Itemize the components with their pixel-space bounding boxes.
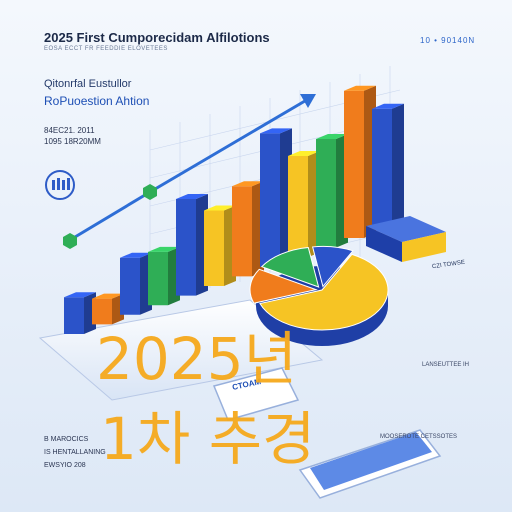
bar-front	[372, 108, 392, 229]
header-code: 10 • 90140N	[420, 36, 476, 45]
heading-line-2: RoPuoestion Ahtion	[44, 94, 150, 108]
block-left	[366, 226, 402, 262]
bar	[372, 103, 404, 229]
bar-front	[176, 199, 196, 296]
date-line-2: 1095 18R20MM	[44, 137, 101, 146]
bar	[260, 128, 292, 267]
bar-front	[92, 298, 112, 325]
bar-top	[204, 205, 236, 211]
block-right	[402, 232, 446, 262]
page-title: 2025 First Cumporecidam Alfilotions	[44, 30, 270, 45]
bar	[344, 85, 376, 238]
date-line-1: 84EC21. 2011	[44, 126, 95, 135]
chart-platform	[38, 299, 324, 401]
overlay-text-line-1: 2025년	[96, 325, 297, 393]
footer-right: MOOSEROTE CETSSOTES	[380, 434, 458, 440]
footer-line-2: IS HENTALLANING	[44, 449, 106, 456]
footer-line-3: EWSYIO 208	[44, 462, 86, 469]
chart-icon-bar	[57, 178, 60, 190]
footer-line-1: B MAROCICS	[44, 436, 89, 443]
bar-top	[372, 103, 404, 109]
bar	[288, 151, 320, 258]
stacked-block	[366, 216, 446, 262]
chart-icon-bar	[67, 178, 70, 190]
page-subtitle: EOSA ECCT FR FEEDDIE ELOVETEES	[44, 46, 168, 52]
bar-front	[148, 251, 168, 306]
bar	[176, 194, 208, 296]
chart-icon-bar	[62, 180, 65, 190]
tablet-body	[212, 367, 300, 421]
chart-icon-bar	[52, 180, 55, 190]
bar-top	[316, 134, 348, 140]
bar	[232, 181, 264, 277]
bar	[148, 246, 180, 306]
bar	[316, 134, 348, 248]
bar-front	[232, 186, 252, 277]
bar-front	[204, 210, 224, 286]
bar	[92, 293, 124, 325]
bar-top	[92, 293, 124, 299]
chart-icon-ring	[45, 170, 75, 200]
bar-front	[344, 90, 364, 238]
bar-series	[64, 85, 404, 334]
bar-front	[316, 139, 336, 248]
overlay-text-line-2: 1차 추경	[100, 405, 316, 473]
pie-slice	[259, 253, 389, 331]
pie-slice	[311, 245, 354, 288]
bar-front	[288, 156, 308, 258]
bar-side	[392, 103, 404, 229]
bar-top	[260, 128, 292, 134]
bar-top	[148, 246, 180, 252]
heading-line-1: Qitonrfal Eustullor	[44, 78, 132, 90]
pie-chart	[249, 245, 389, 346]
bar-top	[232, 181, 264, 187]
bar	[204, 205, 236, 286]
bar-top	[344, 85, 376, 91]
trend-arrow-head	[300, 94, 316, 108]
bar-front	[260, 133, 280, 267]
bar-top	[120, 252, 152, 258]
phone-device	[298, 429, 442, 499]
bar-front	[120, 257, 140, 315]
chart-icon	[45, 170, 75, 200]
bar-top	[288, 151, 320, 156]
trend-arrow-marker-1	[63, 233, 77, 249]
trend-arrow	[63, 94, 316, 249]
trend-arrow-marker-2	[143, 184, 157, 200]
pie-slice	[260, 246, 320, 288]
bar	[64, 292, 96, 334]
pie-slice	[249, 268, 318, 304]
block-top	[366, 216, 446, 242]
phone-screen	[310, 432, 432, 490]
bar-front	[64, 297, 84, 334]
bar-top	[64, 292, 96, 298]
bar	[120, 252, 152, 315]
tablet-device	[212, 367, 300, 421]
side-label: LANSEUTTEE IH	[422, 362, 470, 368]
bar-top	[176, 194, 208, 199]
